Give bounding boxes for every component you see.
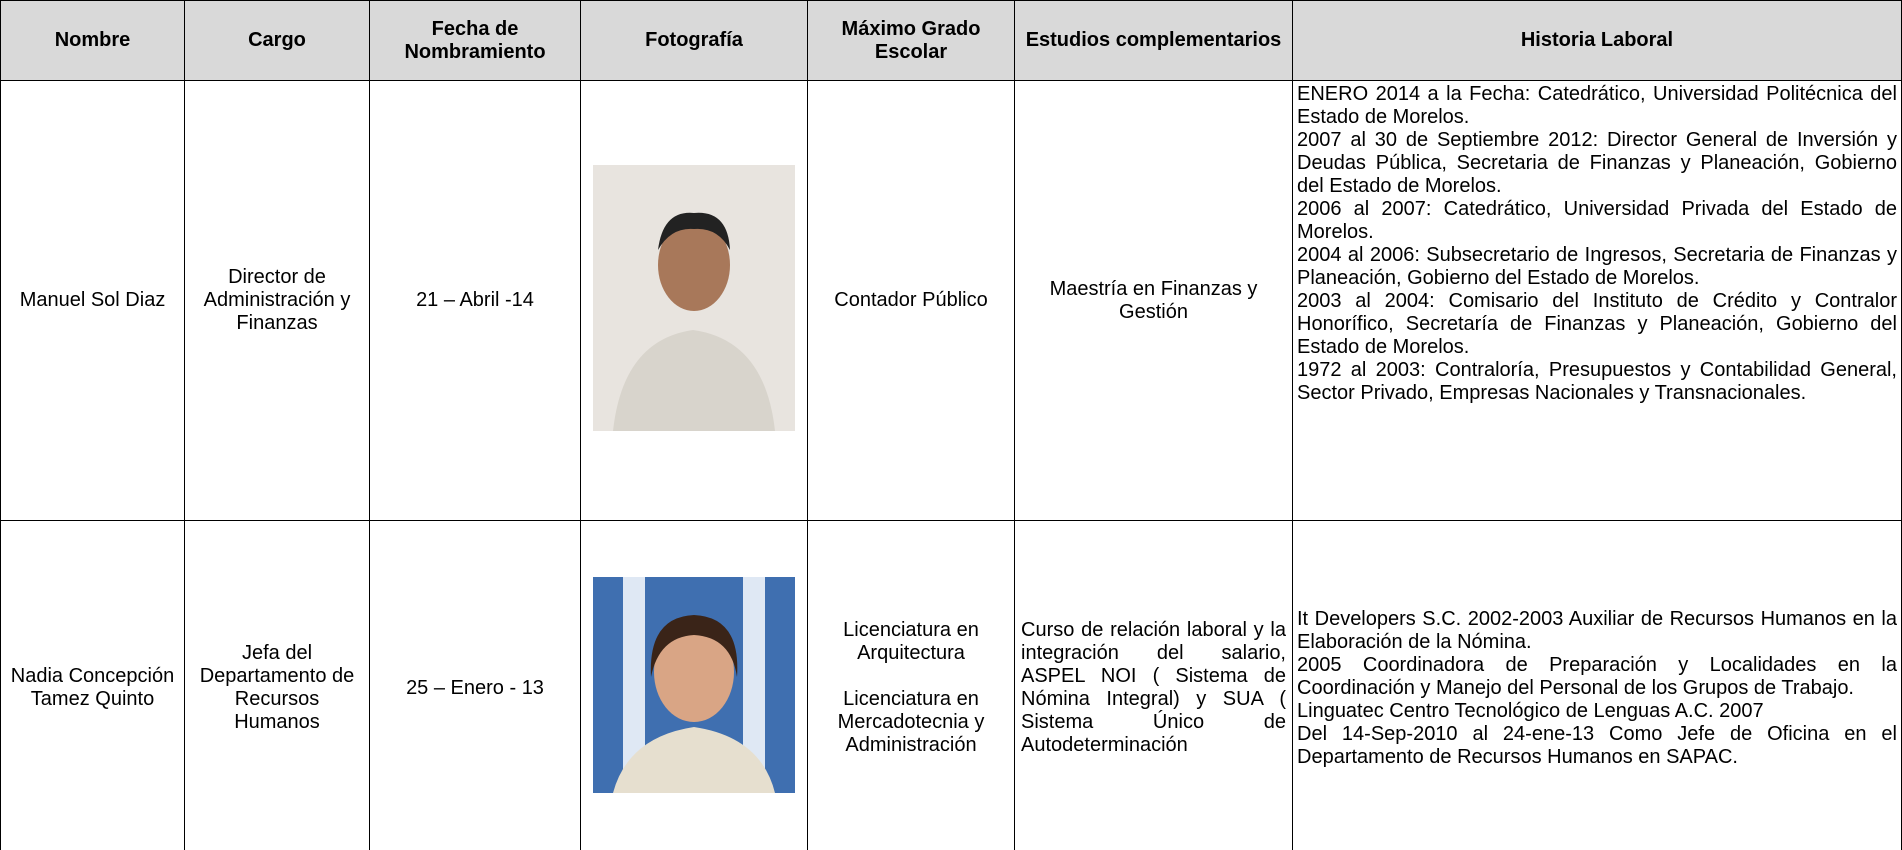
column-header: Estudios complementarios (1014, 0, 1293, 81)
historia-item: Del 14-Sep-2010 al 24-ene-13 Como Jefe d… (1297, 722, 1897, 768)
estudios: Maestría en Finanzas y Gestión (1014, 80, 1293, 521)
fecha: 21 – Abril -14 (369, 80, 581, 521)
header-row: Nombre Cargo Fecha de Nombramiento Fotograf… (0, 0, 1902, 81)
column-header: Nombre (0, 0, 185, 81)
historia-item: 1972 al 2003: Contraloría, Presupuestos … (1297, 359, 1897, 404)
grado-item: Licenciatura en Mercadotecnia y Administ… (837, 688, 985, 756)
photo-cell (580, 80, 808, 521)
historia-item: 2005 Coordinadora de Preparación y Local… (1297, 653, 1897, 699)
cargo: Director de Administración y Finanzas (184, 80, 370, 521)
historia-item: 2003 al 2004: Comisario del Instituto de… (1297, 290, 1897, 358)
historia-item: 2007 al 30 de Septiembre 2012: Director … (1297, 129, 1897, 197)
fecha: 25 – Enero - 13 (369, 520, 581, 850)
row: Nadia Concepción Tamez Quinto Jefa del D… (0, 520, 1902, 850)
historia-item: ENERO 2014 a la Fecha: Catedrático, Univ… (1297, 83, 1897, 128)
photo (593, 164, 795, 431)
grado-item: Licenciatura en Arquitectura (843, 619, 979, 664)
grado: Licenciatura en Arquitectura Licenciatur… (807, 520, 1015, 850)
estudios: Curso de relación laboral y la integraci… (1014, 520, 1293, 850)
column-header: Fotografía (580, 0, 808, 81)
nombre: Nadia Concepción Tamez Quinto (0, 520, 185, 850)
grado: Contador Público (807, 80, 1015, 521)
historia: ENERO 2014 a la Fecha: Catedrático, Univ… (1292, 80, 1902, 521)
column-header: Cargo (184, 0, 370, 81)
column-header: Historia Laboral (1292, 0, 1902, 81)
photo (593, 577, 795, 793)
column-header: Fecha de Nombramiento (369, 0, 581, 81)
historia-item: It Developers S.C. 2002-2003 Auxiliar de… (1297, 607, 1897, 653)
historia-item: 2004 al 2006: Subsecretario de Ingresos,… (1297, 244, 1897, 289)
nombre: Manuel Sol Diaz (0, 80, 185, 521)
historia-item: Linguatec Centro Tecnológico de Lenguas … (1297, 699, 1764, 722)
cargo: Jefa del Departamento de Recursos Humano… (184, 520, 370, 850)
historia-item: 2006 al 2007: Catedrático, Universidad P… (1297, 198, 1897, 243)
column-header: Máximo Grado Escolar (807, 0, 1015, 81)
row: Manuel Sol Diaz Director de Administraci… (0, 80, 1902, 521)
historia: It Developers S.C. 2002-2003 Auxiliar de… (1292, 520, 1902, 850)
photo-cell (580, 520, 808, 850)
